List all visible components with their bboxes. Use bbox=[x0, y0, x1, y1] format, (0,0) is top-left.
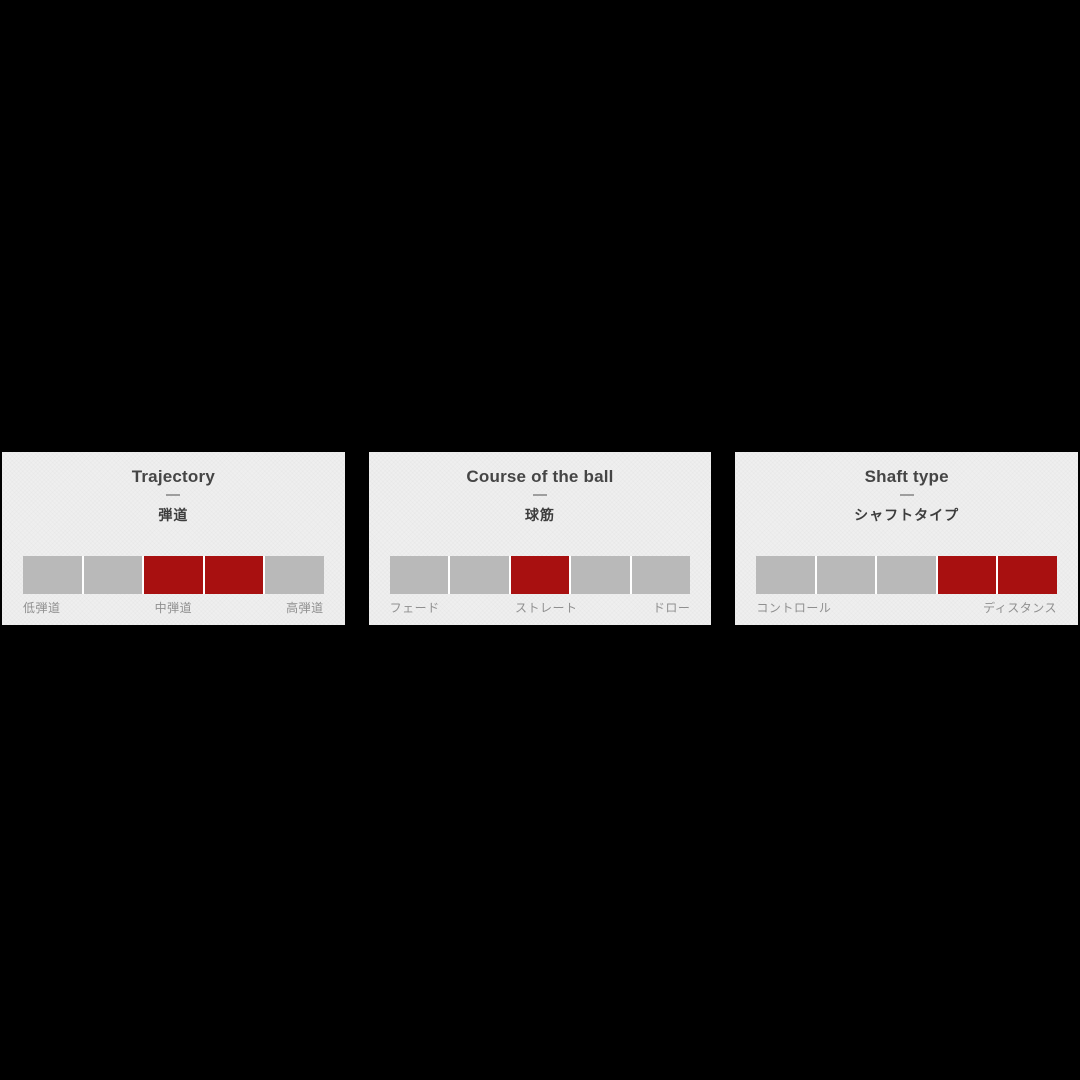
scale-segment-active bbox=[204, 556, 264, 594]
scale-segment-inactive bbox=[23, 556, 82, 594]
panel-subtitle-ja: 弾道 bbox=[158, 507, 189, 523]
scale-labels: フェード ストレート ドロー bbox=[390, 599, 691, 616]
scale-segment-active bbox=[937, 556, 997, 594]
scale-segment-inactive bbox=[877, 556, 936, 594]
scale-label-right: ドロー bbox=[652, 601, 691, 615]
spec-panel-trajectory: Trajectory 弾道 低弾道 中弾道 高弾道 bbox=[2, 452, 345, 625]
scale-segment-inactive bbox=[631, 556, 691, 594]
scale-label-right: 高弾道 bbox=[286, 601, 324, 615]
scale-segment-active bbox=[510, 556, 570, 594]
scale-labels: 低弾道 中弾道 高弾道 bbox=[23, 599, 324, 616]
scale-segment-inactive bbox=[571, 556, 630, 594]
panel-subtitle-ja: シャフトタイプ bbox=[854, 507, 960, 523]
title-divider bbox=[533, 494, 547, 496]
scale-segment-active bbox=[144, 556, 203, 594]
spec-panel-ball-course: Course of the ball 球筋 フェード ストレート ドロー bbox=[368, 452, 712, 625]
rating-scale bbox=[389, 556, 691, 594]
scale-labels: コントロール ディスタンス bbox=[756, 599, 1057, 616]
scale-segment-inactive bbox=[265, 556, 324, 594]
panel-subtitle-ja: 球筋 bbox=[525, 507, 555, 523]
spec-panels-band: Trajectory 弾道 低弾道 中弾道 高弾道 Course of the … bbox=[2, 452, 1079, 625]
scale-label-left: 低弾道 bbox=[23, 601, 61, 615]
panel-title: Trajectory bbox=[131, 467, 215, 486]
scale-label-left: コントロール bbox=[756, 601, 832, 615]
panel-title: Course of the ball bbox=[466, 467, 614, 486]
scale-label-right: ディスタンス bbox=[983, 601, 1057, 615]
scale-segment-active bbox=[998, 556, 1057, 594]
title-divider bbox=[899, 494, 914, 496]
rating-scale bbox=[756, 556, 1058, 594]
scale-segment-inactive bbox=[83, 556, 143, 594]
rating-scale bbox=[23, 556, 324, 594]
scale-segment-inactive bbox=[816, 556, 876, 594]
scale-label-center: ストレート bbox=[515, 601, 578, 615]
scale-segment-inactive bbox=[389, 556, 449, 594]
scale-segment-inactive bbox=[756, 556, 815, 594]
scale-label-center: 中弾道 bbox=[154, 601, 193, 615]
scale-label-left: フェード bbox=[389, 601, 440, 615]
spec-panel-shaft-type: Shaft type シャフトタイプ コントロール ディスタンス bbox=[735, 452, 1079, 625]
scale-segment-inactive bbox=[450, 556, 509, 594]
title-divider bbox=[166, 494, 181, 496]
panel-title: Shaft type bbox=[864, 467, 949, 486]
